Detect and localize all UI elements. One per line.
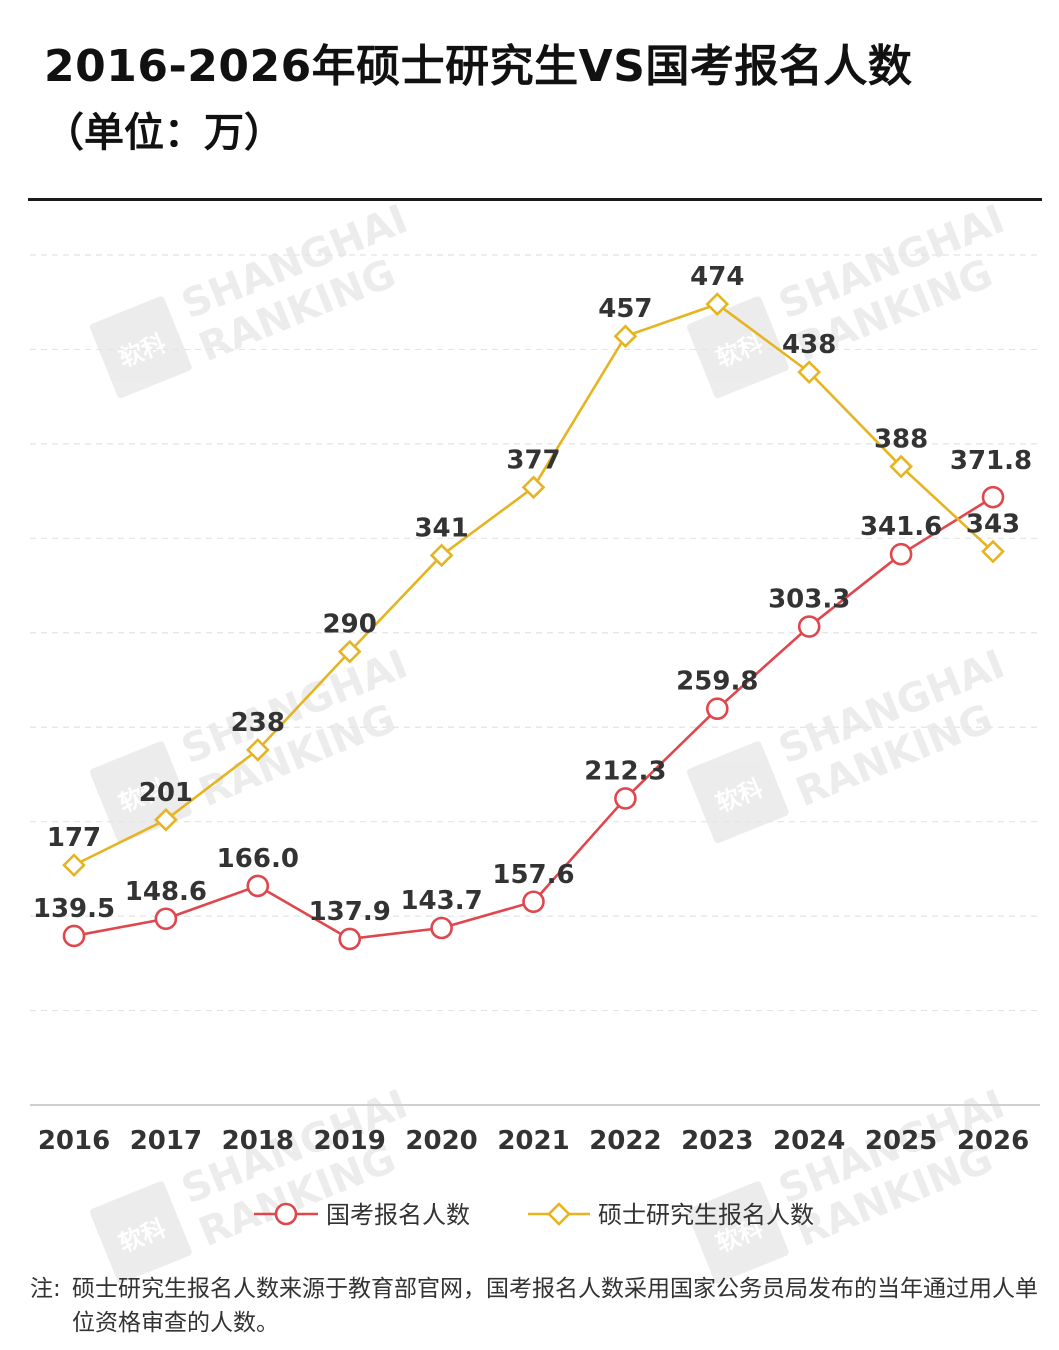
data-point-diamond	[245, 738, 270, 762]
x-tick-label: 2016	[38, 1126, 110, 1156]
data-point-circle	[246, 874, 270, 898]
data-label: 341.6	[860, 512, 942, 542]
data-label: 212.3	[584, 756, 666, 786]
chart-title: 2016-2026年硕士研究生VS国考报名人数	[44, 41, 913, 92]
data-point-circle	[154, 907, 178, 931]
data-point-diamond	[613, 324, 638, 349]
x-tick-label: 2017	[130, 1126, 202, 1156]
data-point-diamond	[889, 454, 913, 479]
data-label: 238	[231, 708, 285, 738]
chart-subtitle: （单位：万）	[44, 110, 284, 156]
data-point-diamond	[429, 543, 454, 568]
data-point-diamond	[797, 360, 822, 384]
watermark-logo-icon	[89, 296, 192, 399]
x-tick-label: 2021	[497, 1126, 569, 1156]
data-label: 157.6	[492, 860, 574, 890]
legend: 国考报名人数 硕士研究生报名人数	[254, 1201, 814, 1229]
title-divider	[28, 198, 1042, 201]
data-label: 371.8	[950, 446, 1032, 476]
data-point-diamond	[62, 853, 86, 877]
x-tick-label: 2022	[589, 1126, 661, 1156]
series-group: 139.5 148.6 166.0 137.9 143.7 157.6 212.3 259.8…	[33, 262, 1032, 951]
data-point-circle	[705, 697, 729, 721]
data-point-circle	[889, 542, 913, 566]
data-point-diamond	[981, 539, 1005, 564]
data-label: 148.6	[125, 877, 207, 907]
data-label: 166.0	[217, 844, 299, 874]
data-point-circle	[430, 916, 453, 940]
legend-label: 国考报名人数	[326, 1201, 470, 1229]
data-label: 388	[874, 425, 928, 455]
data-point-diamond	[337, 639, 362, 664]
legend-diamond-icon	[547, 1202, 571, 1226]
footnote-text: 硕士研究生报名人数来源于教育部官网，国考报名人数采用国家公务员局发布的当年通过用…	[72, 1276, 1038, 1336]
x-axis-tick-labels: 2016 2017 2018 2019 2020 2021 2022 2023 2024 2025…	[38, 1126, 1029, 1156]
data-point-circle	[522, 890, 545, 914]
data-point-diamond	[521, 475, 546, 500]
x-tick-label: 2019	[314, 1126, 386, 1156]
data-label: 201	[139, 778, 193, 808]
data-point-circle	[62, 924, 86, 948]
data-label: 341	[414, 513, 468, 543]
data-label: 377	[506, 445, 560, 475]
data-point-circle	[614, 787, 637, 810]
data-label: 177	[47, 823, 101, 853]
x-tick-label: 2025	[865, 1126, 937, 1156]
watermark-logo-icon	[686, 741, 789, 844]
legend-item: 硕士研究生报名人数	[528, 1201, 814, 1229]
watermark-logo-icon	[89, 1181, 192, 1284]
data-label: 474	[690, 262, 744, 292]
data-label: 303.3	[768, 585, 850, 615]
series-civil-service-exam: 139.5 148.6 166.0 137.9 143.7 157.6 212.3 259.8…	[33, 446, 1032, 951]
data-label: 259.8	[676, 667, 758, 697]
data-label: 139.5	[33, 894, 115, 924]
data-label: 143.7	[400, 886, 482, 916]
data-point-diamond	[705, 292, 730, 316]
data-point-diamond	[154, 807, 178, 832]
data-point-circle	[981, 485, 1005, 509]
footnote: 注: 硕士研究生报名人数来源于教育部官网，国考报名人数采用国家公务员局发布的当年…	[30, 1272, 1040, 1340]
x-tick-label: 2020	[405, 1126, 477, 1156]
legend-label: 硕士研究生报名人数	[598, 1201, 814, 1229]
watermark-logo-icon	[686, 1181, 789, 1284]
data-point-circle	[338, 927, 362, 951]
footnote-label: 注:	[30, 1276, 61, 1302]
data-label: 438	[782, 330, 836, 360]
x-tick-label: 2024	[773, 1126, 845, 1156]
gridlines	[30, 254, 1040, 1012]
watermark-logo-icon	[686, 296, 789, 399]
legend-item: 国考报名人数	[254, 1201, 470, 1229]
legend-circle-icon	[274, 1202, 298, 1226]
data-label: 343	[966, 510, 1020, 540]
data-label: 457	[598, 294, 652, 324]
data-point-circle	[797, 615, 821, 638]
x-tick-label: 2018	[222, 1126, 294, 1156]
data-label: 290	[323, 610, 377, 640]
series-masters-exam: 177 201 238 290 341 377 457 474 438 388 343	[47, 262, 1020, 877]
x-tick-label: 2026	[957, 1126, 1029, 1156]
x-tick-label: 2023	[681, 1126, 753, 1156]
data-label: 137.9	[309, 897, 391, 927]
